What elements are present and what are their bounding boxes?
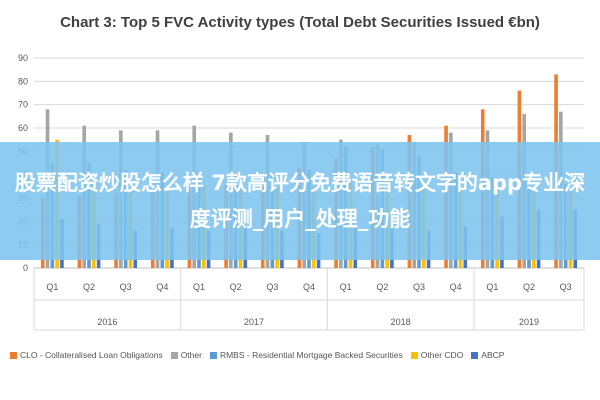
legend-label: CLO - Collateralised Loan Obligations <box>20 350 163 360</box>
year-label: 2017 <box>244 317 264 327</box>
x-tick-label: Q3 <box>266 282 278 292</box>
legend-label: ABCP <box>481 350 505 360</box>
y-tick-label: 0 <box>23 263 28 273</box>
legend-swatch <box>209 351 217 359</box>
legend-item: CLO - Collateralised Loan Obligations <box>10 350 163 360</box>
x-tick-label: Q2 <box>230 282 242 292</box>
x-tick-label: Q3 <box>120 282 132 292</box>
overlay-banner-text[interactable]: 股票配资炒股怎么样 7款高评分免费语音转文字的app专业深度评测_用户_处理_功… <box>14 171 586 231</box>
x-tick-label: Q2 <box>523 282 535 292</box>
x-tick-label: Q2 <box>376 282 388 292</box>
legend-item: RMBS - Residential Mortgage Backed Secur… <box>209 350 403 360</box>
chart-title: Chart 3: Top 5 FVC Activity types (Total… <box>60 14 540 31</box>
overlay-banner[interactable]: 股票配资炒股怎么样 7款高评分免费语音转文字的app专业深度评测_用户_处理_功… <box>0 142 600 260</box>
x-tick-label: Q4 <box>156 282 168 292</box>
year-label: 2018 <box>391 317 411 327</box>
y-tick-label: 70 <box>18 100 28 110</box>
legend-label: RMBS - Residential Mortgage Backed Secur… <box>219 350 403 360</box>
legend-item: ABCP <box>471 350 504 360</box>
chart-legend: CLO - Collateralised Loan Obligations Oth… <box>10 350 600 360</box>
y-tick-label: 80 <box>18 76 28 86</box>
legend-label: Other <box>180 350 202 360</box>
x-tick-label: Q3 <box>560 282 572 292</box>
x-tick-label: Q2 <box>83 282 95 292</box>
legend-label: Other CDO <box>420 350 464 360</box>
x-tick-label: Q1 <box>340 282 352 292</box>
x-tick-label: Q1 <box>193 282 205 292</box>
legend-swatch <box>10 351 17 359</box>
year-label: 2016 <box>97 317 117 327</box>
y-tick-label: 90 <box>18 53 28 63</box>
legend-swatch <box>471 351 479 359</box>
x-tick-label: Q1 <box>486 282 498 292</box>
legend-item: Other <box>170 350 202 360</box>
x-tick-label: Q1 <box>46 282 58 292</box>
legend-item: Other CDO <box>410 350 464 360</box>
y-tick-label: 60 <box>18 123 28 133</box>
x-tick-label: Q3 <box>413 282 425 292</box>
x-tick-label: Q4 <box>303 282 315 292</box>
legend-swatch <box>170 351 178 359</box>
legend-swatch <box>410 351 418 359</box>
year-label: 2019 <box>519 317 539 327</box>
x-tick-label: Q4 <box>450 282 462 292</box>
